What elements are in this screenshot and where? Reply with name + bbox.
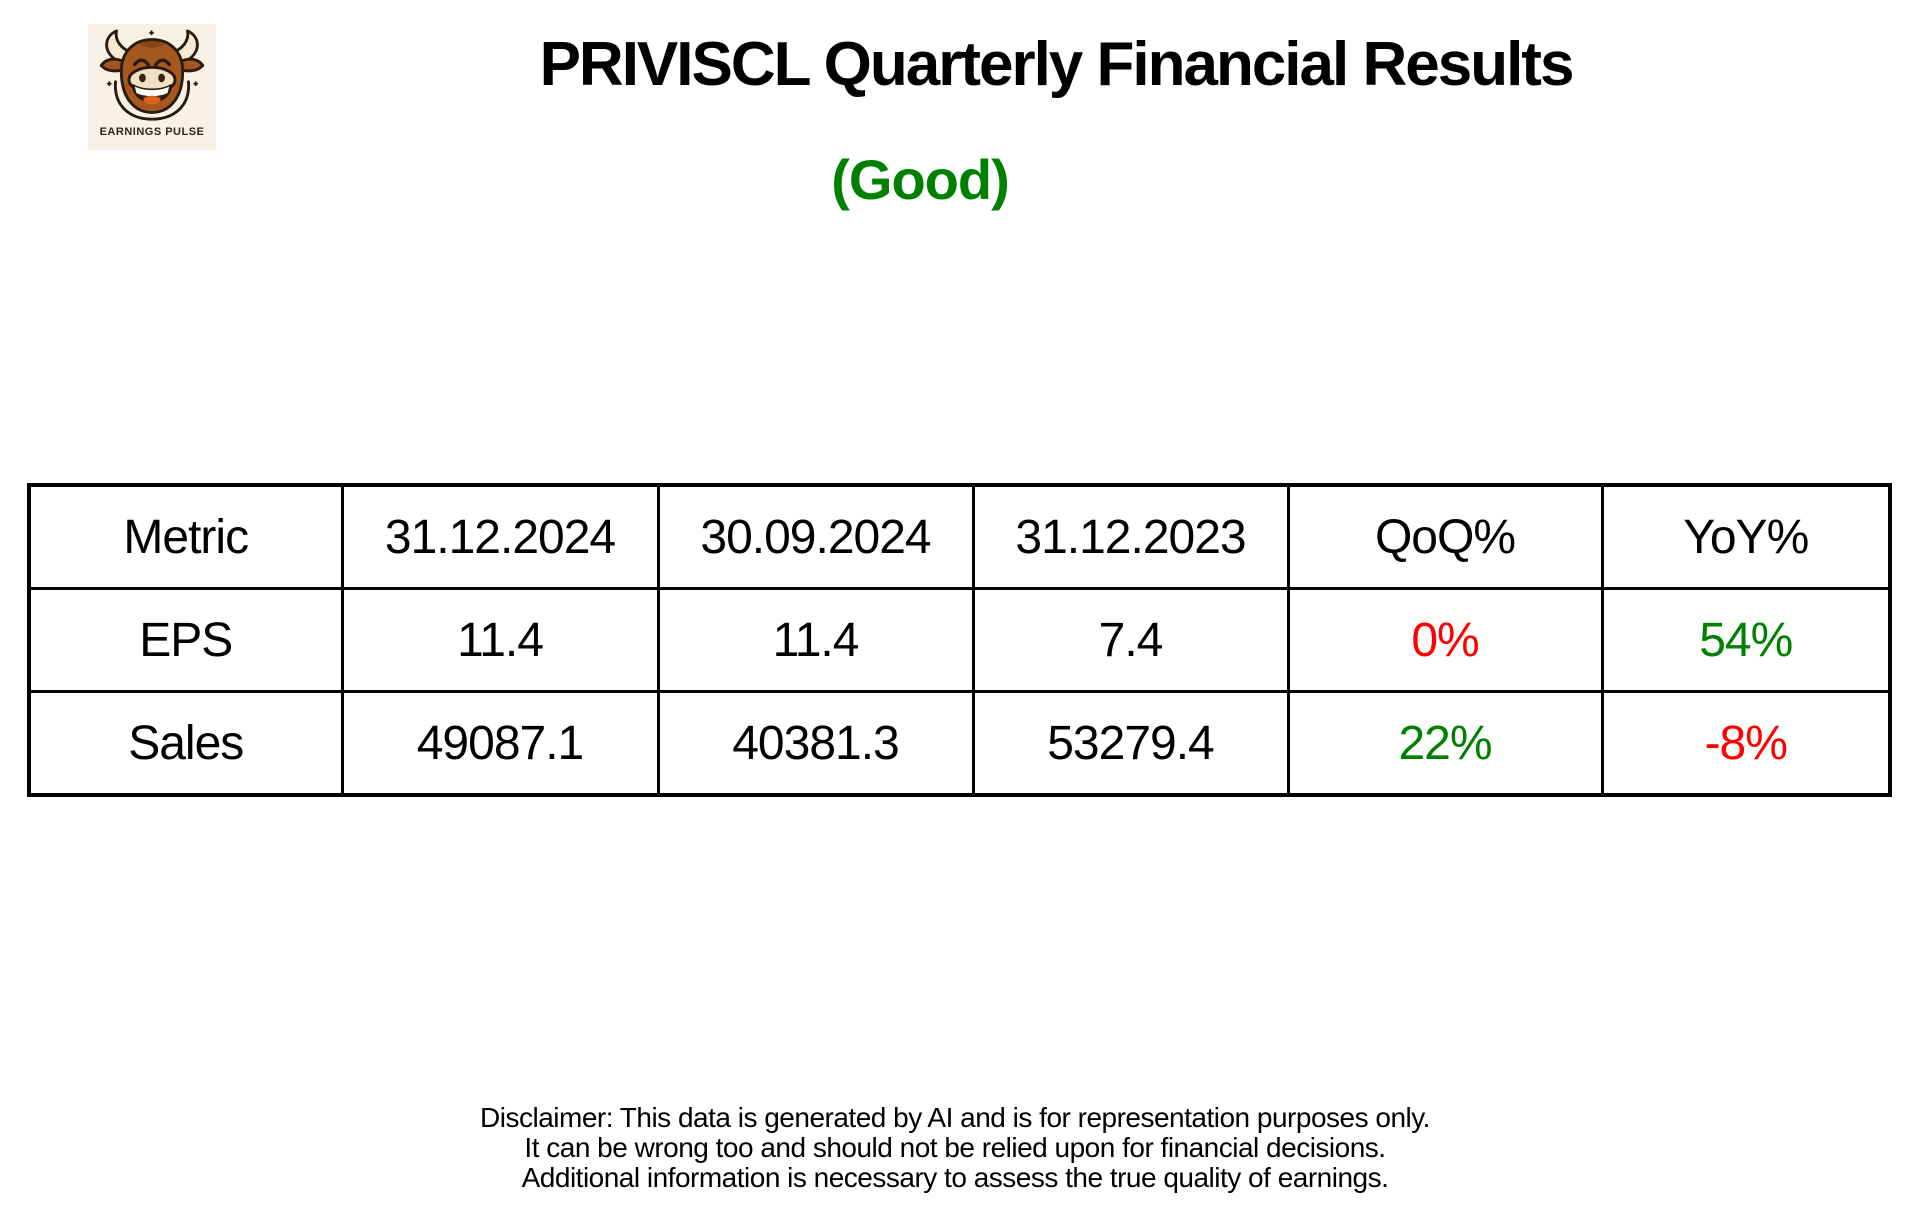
column-header: 31.12.2023	[971, 483, 1290, 590]
table-row: Sales 49087.1 40381.3 53279.4 22% -8%	[27, 690, 1892, 797]
table-row: EPS 11.4 11.4 7.4 0% 54%	[27, 587, 1892, 693]
table-header: Metric 31.12.2024 30.09.2024 31.12.2023 QoQ%…	[27, 483, 1892, 590]
disclaimer-line: It can be wrong too and should not be re…	[524, 1132, 1386, 1163]
column-header: 30.09.2024	[656, 483, 975, 590]
value-cell: 11.4	[656, 587, 975, 693]
disclaimer-line: Disclaimer: This data is generated by AI…	[480, 1102, 1430, 1133]
value-cell: 7.4	[971, 587, 1290, 693]
disclaimer-line: Additional information is necessary to a…	[521, 1162, 1389, 1193]
metric-cell: EPS	[27, 587, 344, 693]
page-title: PRIVISCL Quarterly Financial Results	[539, 30, 1575, 99]
column-header: 31.12.2024	[340, 483, 660, 590]
metric-cell: Sales	[27, 690, 344, 797]
value-cell: 0%	[1286, 587, 1604, 693]
value-cell: 49087.1	[340, 690, 660, 797]
table-header-row: Metric 31.12.2024 30.09.2024 31.12.2023 QoQ%…	[27, 483, 1892, 590]
value-cell: 53279.4	[971, 690, 1290, 797]
column-header: QoQ%	[1286, 483, 1604, 590]
bull-icon	[99, 29, 205, 121]
value-cell: 54%	[1600, 587, 1892, 693]
value-cell: -8%	[1600, 690, 1892, 797]
value-cell: 40381.3	[656, 690, 975, 797]
earnings-pulse-logo: EARNINGS PULSE	[88, 24, 216, 150]
column-header: Metric	[27, 483, 344, 590]
logo-brand-text: EARNINGS PULSE	[99, 126, 205, 138]
value-cell: 11.4	[340, 587, 660, 693]
value-cell: 22%	[1286, 690, 1604, 797]
disclaimer: Disclaimer: This data is generated by AI…	[480, 1103, 1430, 1193]
financial-results-table: Metric 31.12.2024 30.09.2024 31.12.2023 QoQ%…	[27, 483, 1892, 797]
column-header: YoY%	[1600, 483, 1892, 590]
verdict-label: (Good)	[831, 148, 1009, 211]
